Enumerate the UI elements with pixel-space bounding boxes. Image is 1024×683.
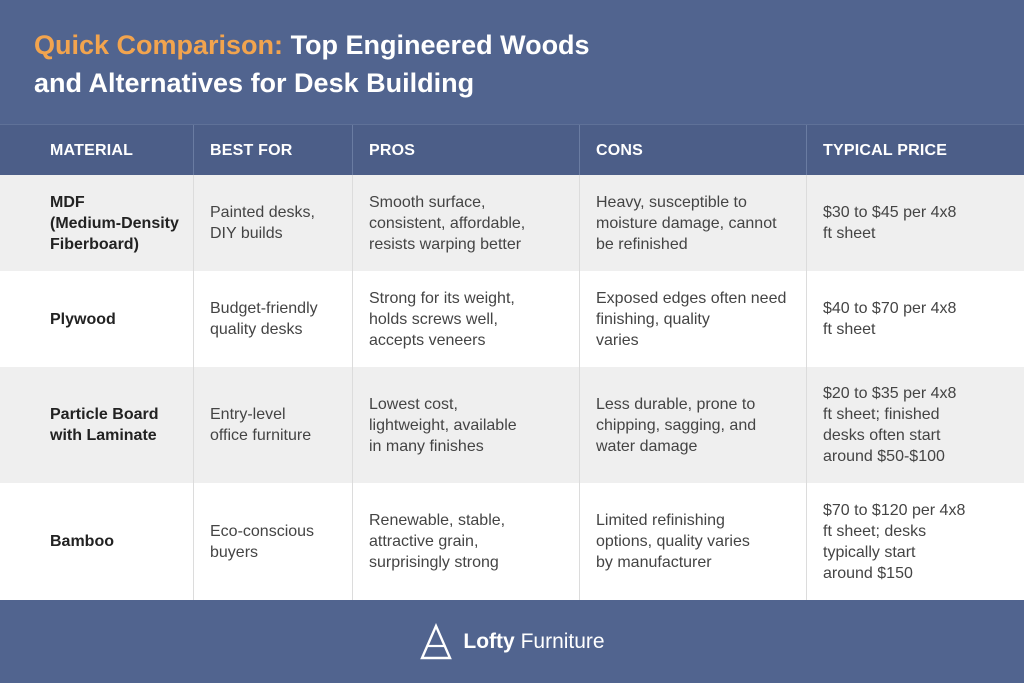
price-text: $20 to $35 per 4x8 ft sheet; finished de… [823,385,957,465]
cell-best-for: Budget-friendly quality desks [194,271,352,367]
column-divider [193,175,194,271]
title-line2: and Alternatives for Desk Building [34,68,475,98]
cell-best-for: Painted desks, DIY builds [194,175,352,271]
column-divider [193,483,194,600]
cons-text: Heavy, susceptible to moisture damage, c… [596,193,777,253]
pros-text: Smooth surface, consistent, affordable, … [369,193,526,253]
table-row: Bamboo Eco-conscious buyers Renewable, s… [0,483,1024,600]
table-row: Particle Board with Laminate Entry-level… [0,367,1024,483]
price-text: $30 to $45 per 4x8 ft sheet [823,204,957,242]
title-accent: Quick Comparison: [34,30,284,60]
column-divider [806,483,807,600]
cell-best-for: Entry-level office furniture [194,367,352,483]
material-text: MDF (Medium-Density Fiberboard) [50,193,179,253]
cons-text: Less durable, prone to chipping, sagging… [596,395,757,455]
cell-cons: Exposed edges often need finishing, qual… [580,271,806,367]
best-for-text: Entry-level office furniture [210,406,312,444]
material-text: Plywood [50,310,116,328]
brand-name-regular: Furniture [520,629,605,653]
column-divider [806,125,807,176]
brand-name: Lofty Furniture [463,630,604,654]
cell-cons: Limited refinishing options, quality var… [580,483,806,600]
cell-pros: Smooth surface, consistent, affordable, … [353,175,579,271]
page-title: Quick Comparison: Top Engineered Woods a… [34,26,934,102]
cell-cons: Less durable, prone to chipping, sagging… [580,367,806,483]
a-frame-logo-icon [420,622,453,659]
column-header-cons: CONS [596,141,644,159]
cell-price: $30 to $45 per 4x8 ft sheet [807,175,1024,271]
column-divider [806,367,807,483]
pros-text: Strong for its weight, holds screws well… [369,289,515,349]
column-divider [193,367,194,483]
brand-name-bold: Lofty [463,629,515,653]
column-divider [579,175,580,271]
cell-material: Bamboo [0,483,193,600]
cell-best-for: Eco-conscious buyers [194,483,352,600]
column-divider [352,483,353,600]
cell-price: $20 to $35 per 4x8 ft sheet; finished de… [807,367,1024,483]
price-text: $70 to $120 per 4x8 ft sheet; desks typi… [823,501,966,582]
cons-text: Exposed edges often need finishing, qual… [596,289,787,349]
best-for-text: Painted desks, DIY builds [210,204,315,242]
cell-cons: Heavy, susceptible to moisture damage, c… [580,175,806,271]
table-header: MATERIAL BEST FOR PROS CONS TYPICAL PRIC… [0,124,1024,176]
column-header-best-for: BEST FOR [210,141,293,159]
pros-text: Lowest cost, lightweight, available in m… [369,395,517,455]
material-text: Particle Board with Laminate [50,406,159,444]
column-divider [579,271,580,367]
column-divider [806,175,807,271]
best-for-text: Eco-conscious buyers [210,522,315,561]
cell-pros: Lowest cost, lightweight, available in m… [353,367,579,483]
footer: Lofty Furniture [0,600,1024,683]
cell-price: $70 to $120 per 4x8 ft sheet; desks typi… [807,483,1024,600]
column-divider [193,271,194,367]
column-divider [806,271,807,367]
cell-price: $40 to $70 per 4x8 ft sheet [807,271,1024,367]
column-divider [579,125,580,176]
column-divider [579,483,580,600]
column-divider [352,125,353,176]
cell-material: Plywood [0,271,193,367]
column-divider [352,175,353,271]
brand-logo: Lofty Furniture [419,622,605,661]
column-divider [352,367,353,483]
column-divider [579,367,580,483]
cons-text: Limited refinishing options, quality var… [596,512,750,571]
column-header-material: MATERIAL [50,141,134,159]
table-row: Plywood Budget-friendly quality desks St… [0,271,1024,367]
title-line1: Top Engineered Woods [290,30,590,60]
cell-pros: Strong for its weight, holds screws well… [353,271,579,367]
table-row: MDF (Medium-Density Fiberboard) Painted … [0,175,1024,271]
price-text: $40 to $70 per 4x8 ft sheet [823,300,957,338]
column-divider [193,125,194,176]
best-for-text: Budget-friendly quality desks [210,300,318,338]
column-header-pros: PROS [369,141,416,159]
cell-pros: Renewable, stable, attractive grain, sur… [353,483,579,600]
column-header-typical-price: TYPICAL PRICE [823,141,948,159]
pros-text: Renewable, stable, attractive grain, sur… [369,512,506,571]
header: Quick Comparison: Top Engineered Woods a… [0,0,1024,124]
column-divider [352,271,353,367]
material-text: Bamboo [50,533,114,550]
cell-material: MDF (Medium-Density Fiberboard) [0,175,193,271]
cell-material: Particle Board with Laminate [0,367,193,483]
